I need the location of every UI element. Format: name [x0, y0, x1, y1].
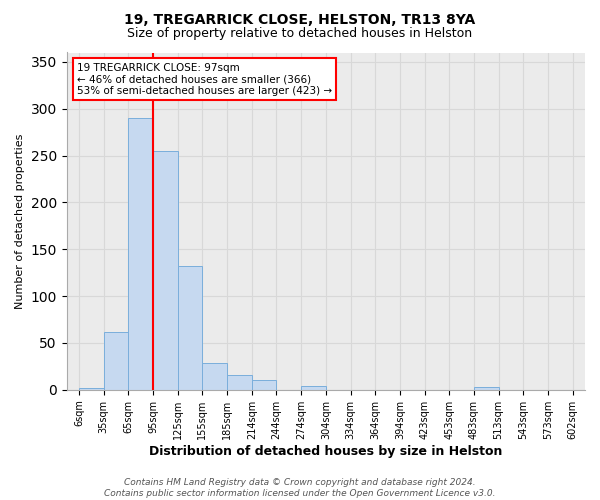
Bar [178, 266, 202, 390]
Bar [474, 387, 499, 390]
Bar [301, 386, 326, 390]
Bar [79, 388, 104, 390]
Bar [227, 375, 252, 390]
Bar [104, 332, 128, 390]
X-axis label: Distribution of detached houses by size in Helston: Distribution of detached houses by size … [149, 444, 503, 458]
Bar [202, 362, 227, 390]
Y-axis label: Number of detached properties: Number of detached properties [15, 134, 25, 309]
Text: 19, TREGARRICK CLOSE, HELSTON, TR13 8YA: 19, TREGARRICK CLOSE, HELSTON, TR13 8YA [124, 12, 476, 26]
Text: Contains HM Land Registry data © Crown copyright and database right 2024.
Contai: Contains HM Land Registry data © Crown c… [104, 478, 496, 498]
Text: Size of property relative to detached houses in Helston: Size of property relative to detached ho… [127, 28, 473, 40]
Bar [128, 118, 153, 390]
Bar [252, 380, 277, 390]
Text: 19 TREGARRICK CLOSE: 97sqm
← 46% of detached houses are smaller (366)
53% of sem: 19 TREGARRICK CLOSE: 97sqm ← 46% of deta… [77, 62, 332, 96]
Bar [153, 151, 178, 390]
